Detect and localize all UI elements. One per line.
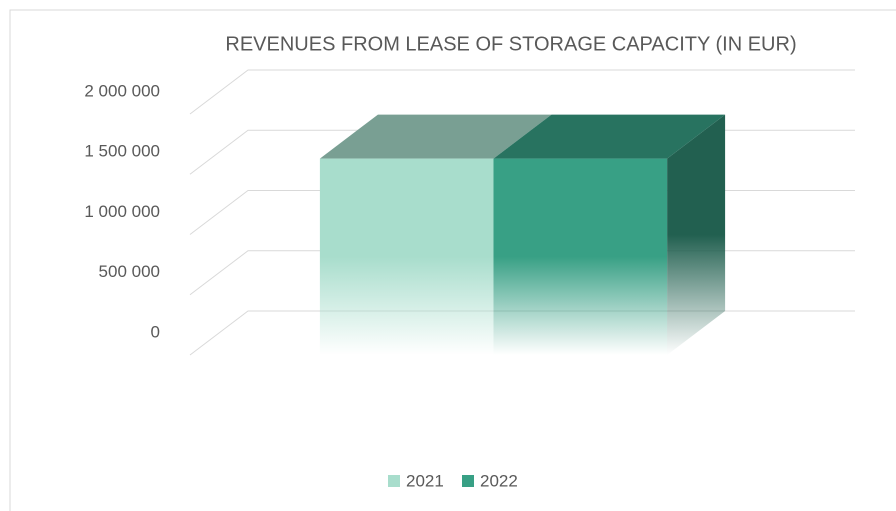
grid-line [189, 69, 855, 115]
bar-top [493, 114, 726, 159]
y-tick-label: 2 000 000 [84, 81, 160, 100]
legend-label: 2022 [480, 471, 518, 490]
y-tick-label: 500 000 [99, 262, 160, 281]
y-tick-label: 1 500 000 [84, 142, 160, 161]
bar-side [667, 114, 726, 356]
bar-front [319, 158, 494, 355]
legend-swatch [462, 475, 474, 487]
bar [319, 114, 552, 355]
bar-front [493, 158, 668, 355]
bar [493, 114, 726, 356]
y-tick-label: 0 [151, 322, 160, 341]
bar-top [319, 114, 552, 159]
chart-title: REVENUES FROM LEASE OF STORAGE CAPACITY … [225, 33, 796, 55]
legend-label: 2021 [406, 471, 444, 490]
y-tick-label: 1 000 000 [84, 202, 160, 221]
legend-swatch [388, 475, 400, 487]
